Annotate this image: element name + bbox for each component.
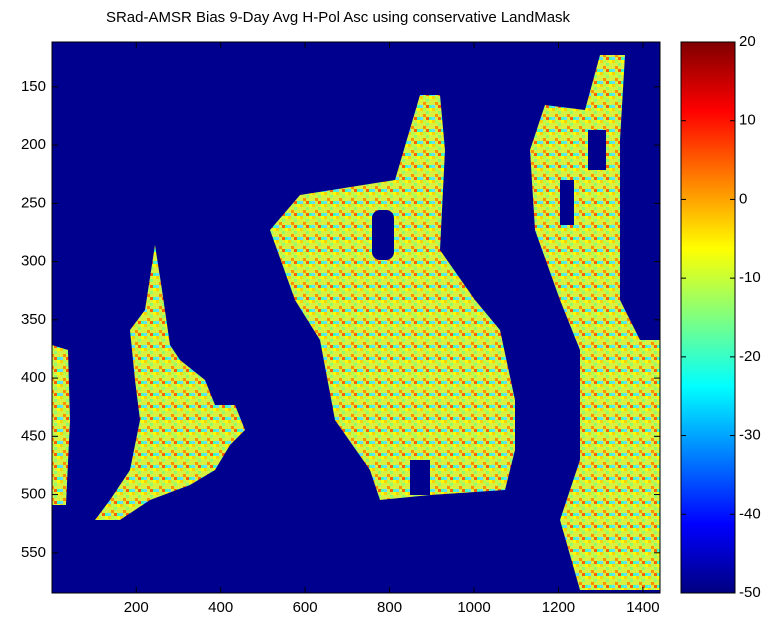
colorbar-tick-label: -50 bbox=[739, 584, 761, 601]
hole bbox=[410, 460, 430, 495]
x-tick-label: 1400 bbox=[626, 599, 659, 616]
y-tick-label: 550 bbox=[21, 544, 46, 561]
colorbar-tick-label: -30 bbox=[739, 427, 761, 444]
x-tick-label: 1000 bbox=[457, 599, 490, 616]
land-holes bbox=[372, 130, 606, 495]
hole bbox=[372, 210, 394, 260]
y-tick-label: 200 bbox=[21, 136, 46, 153]
x-tick-label: 600 bbox=[293, 599, 318, 616]
land-region bbox=[95, 245, 245, 520]
land-region bbox=[270, 95, 515, 500]
y-tick-label: 450 bbox=[21, 427, 46, 444]
colorbar-tick-label: -40 bbox=[739, 505, 761, 522]
hole bbox=[588, 130, 606, 170]
land-region bbox=[52, 345, 70, 505]
hole bbox=[560, 180, 574, 225]
colorbar bbox=[680, 41, 736, 594]
x-tick-label: 800 bbox=[377, 599, 402, 616]
y-tick-label: 400 bbox=[21, 369, 46, 386]
x-tick-label: 1200 bbox=[542, 599, 575, 616]
y-tick-label: 150 bbox=[21, 78, 46, 95]
plot-frame bbox=[51, 41, 661, 594]
colorbar-tick-label: -20 bbox=[739, 348, 761, 365]
x-tick-label: 400 bbox=[208, 599, 233, 616]
y-tick-label: 350 bbox=[21, 311, 46, 328]
y-tick-label: 300 bbox=[21, 253, 46, 270]
colorbar-tick-label: 0 bbox=[739, 190, 747, 207]
y-tick-label: 500 bbox=[21, 486, 46, 503]
x-tick-label: 200 bbox=[124, 599, 149, 616]
y-tick-label: 250 bbox=[21, 194, 46, 211]
chart-title: SRad-AMSR Bias 9-Day Avg H-Pol Asc using… bbox=[106, 9, 571, 26]
colorbar-tick-label: -10 bbox=[739, 269, 761, 286]
colorbar-tick-label: 10 bbox=[739, 112, 756, 129]
colorbar-tick-label: 20 bbox=[739, 33, 756, 50]
